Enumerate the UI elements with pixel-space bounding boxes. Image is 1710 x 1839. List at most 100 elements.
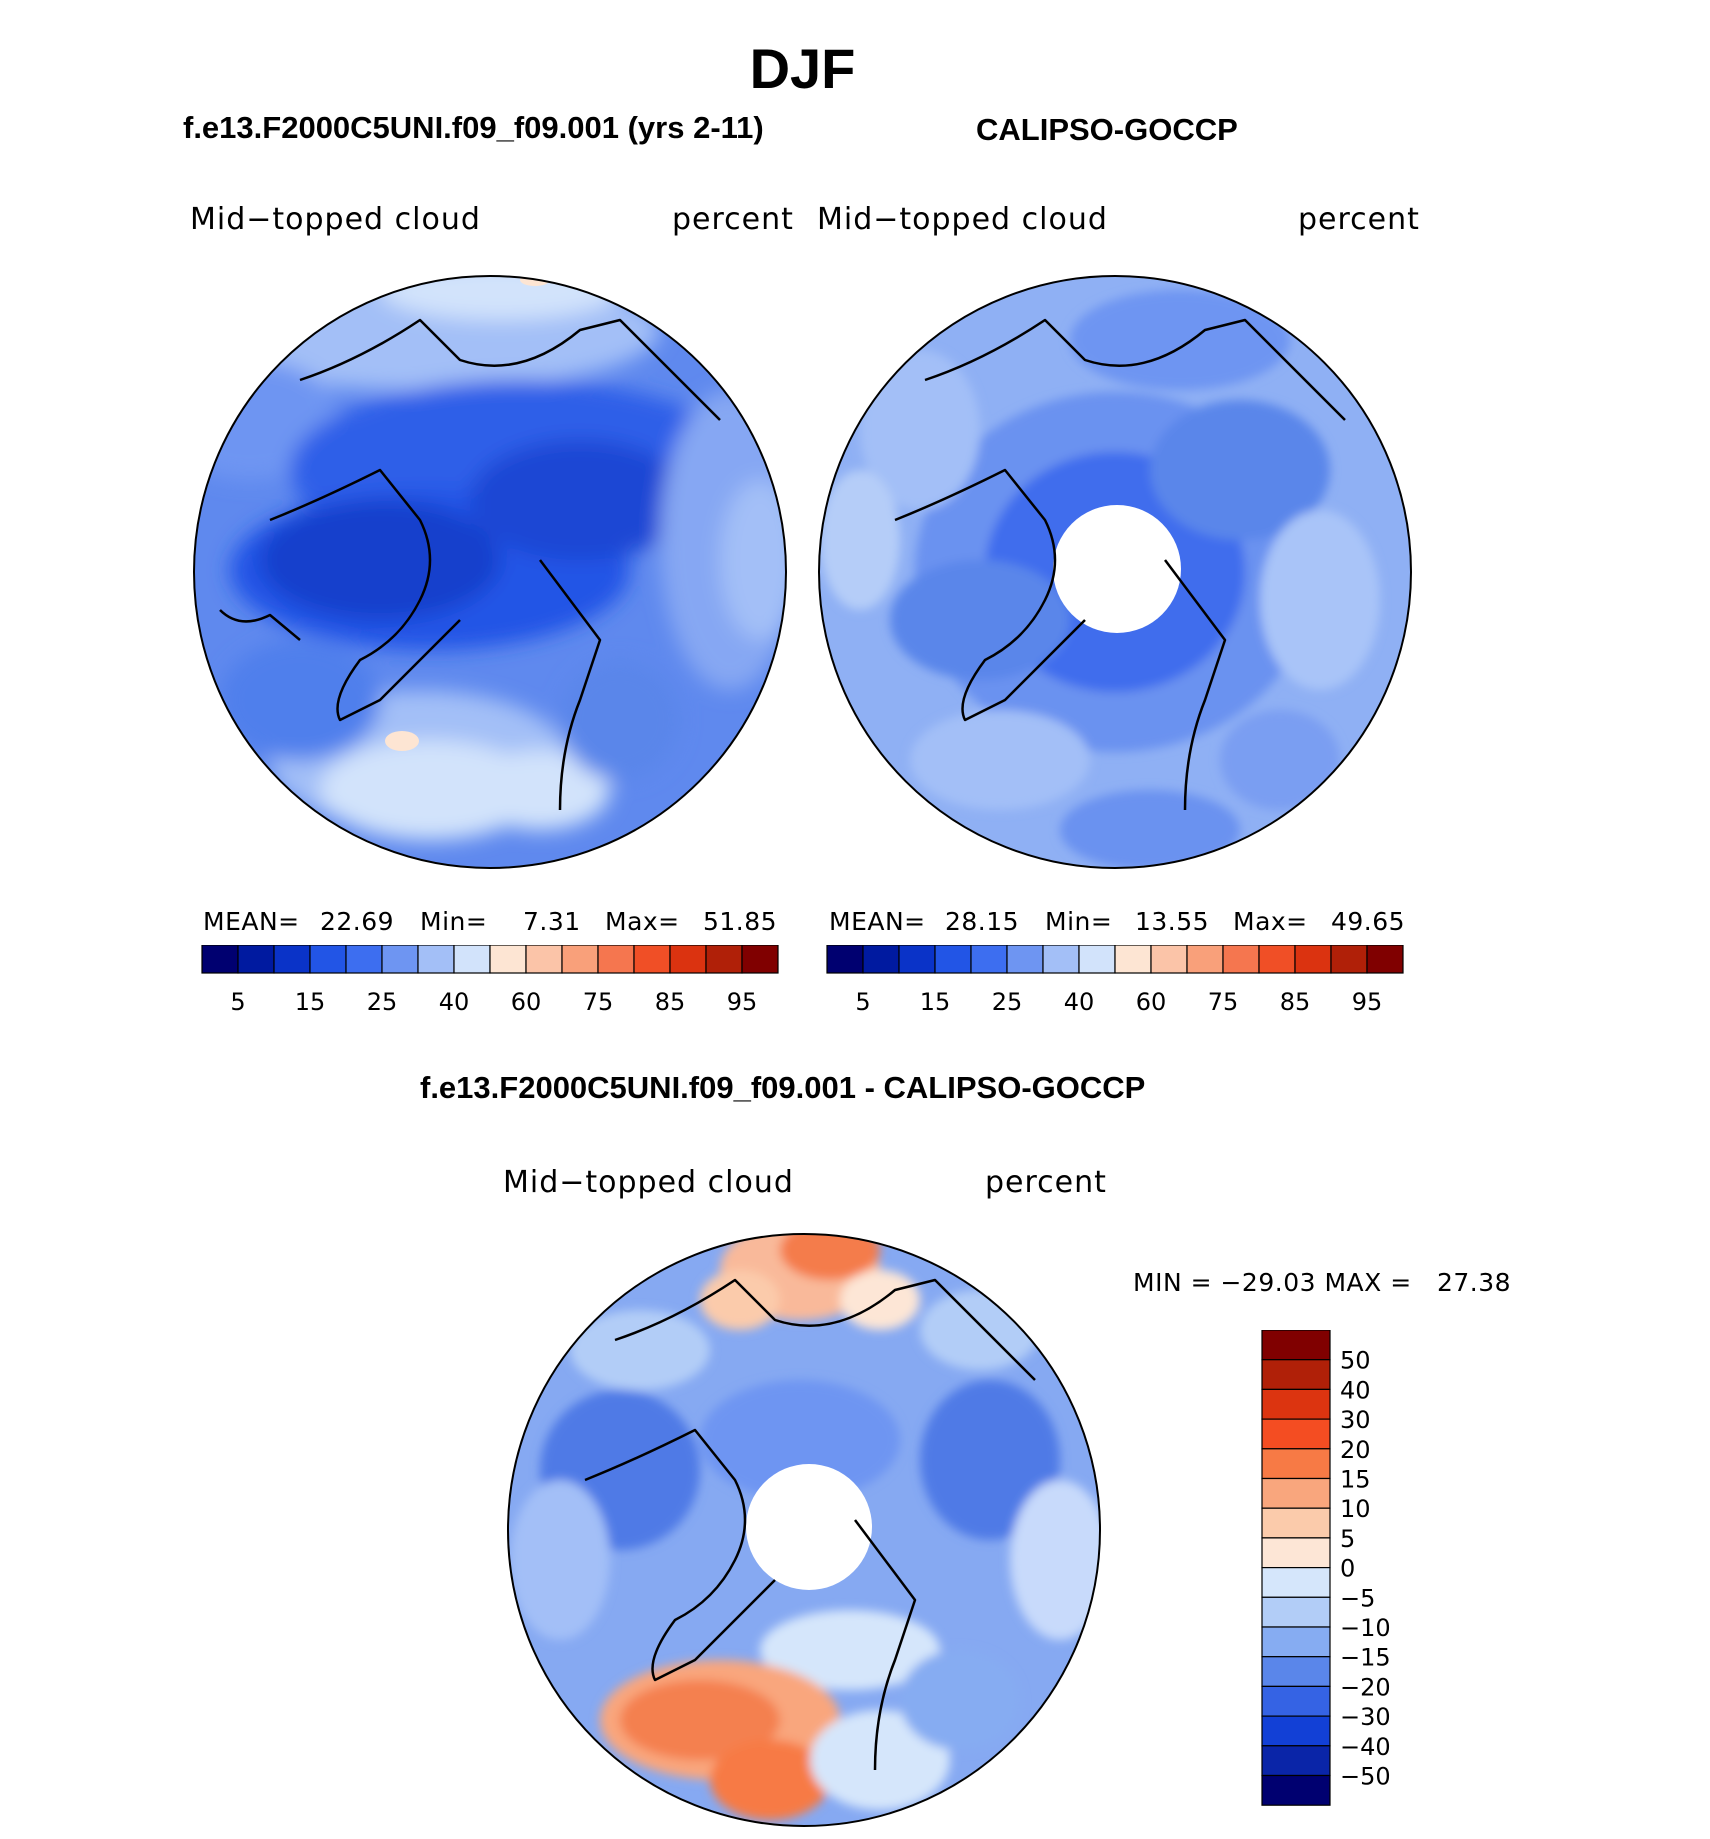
colorbar-swatch — [1261, 1596, 1331, 1628]
colorbar-swatch — [633, 945, 671, 974]
colorbar-swatch — [381, 945, 419, 974]
colorbar-tick-label: 85 — [1280, 988, 1311, 1016]
obs-map — [819, 276, 1411, 868]
colorbar-tick-label: −15 — [1340, 1644, 1391, 1672]
model-mean-value: 22.69 — [320, 907, 395, 936]
model-units-label: percent — [672, 202, 794, 237]
abs-colorbars: 5 15 25 40 60 75 85 95 5 15 25 40 60 75 85 95 — [201, 945, 1404, 1016]
obs-variable-label: Mid−topped cloud — [817, 202, 1108, 237]
obs-colorbar: 5 15 25 40 60 75 85 95 — [826, 945, 1404, 1016]
colorbar-swatch — [1294, 945, 1332, 974]
difference-heading: f.e13.F2000C5UNI.f09_f09.001 - CALIPSO-G… — [420, 1070, 1146, 1105]
colorbar-swatch — [417, 945, 455, 974]
colorbar-swatch — [1261, 1388, 1331, 1420]
colorbar-swatch — [1261, 1448, 1331, 1480]
colorbar-tick-label: 40 — [439, 988, 470, 1016]
colorbar-swatch — [1042, 945, 1080, 974]
model-min-value: 7.31 — [523, 907, 581, 936]
colorbar-tick-label: −20 — [1340, 1673, 1391, 1701]
colorbar-swatch — [237, 945, 275, 974]
colorbar-tick-label: 85 — [655, 988, 686, 1016]
obs-max-label: Max= — [1233, 907, 1308, 936]
colorbar-swatch — [970, 945, 1008, 974]
obs-min-value: 13.55 — [1135, 907, 1210, 936]
colorbar-tick-label: −50 — [1340, 1763, 1391, 1791]
colorbar-swatch — [273, 945, 311, 974]
colorbar-swatch — [1261, 1656, 1331, 1688]
difference-variable-label: Mid−topped cloud — [503, 1165, 794, 1200]
colorbar-tick-label: 40 — [1340, 1376, 1371, 1404]
obs-min-label: Min= — [1045, 907, 1113, 936]
colorbar-swatch — [826, 945, 864, 974]
colorbar-swatch — [561, 945, 599, 974]
colorbar-tick-label: 75 — [1208, 988, 1239, 1016]
colorbar-swatch — [669, 945, 707, 974]
model-map — [194, 276, 786, 868]
colorbar-tick-label: 40 — [1064, 988, 1095, 1016]
colorbar-swatch — [1186, 945, 1224, 974]
colorbar-swatch — [1078, 945, 1116, 974]
colorbar-swatch — [1261, 1745, 1331, 1777]
colorbar-tick-label: −10 — [1340, 1614, 1391, 1642]
colorbar-swatch — [1261, 1774, 1331, 1806]
colorbar-swatch — [1261, 1330, 1331, 1361]
model-colorbar: 5 15 25 40 60 75 85 95 — [201, 945, 779, 1016]
colorbar-tick-label: 5 — [230, 988, 245, 1016]
colorbar-swatch — [597, 945, 635, 974]
model-max-value: 51.85 — [703, 907, 778, 936]
colorbar-swatch — [1330, 945, 1368, 974]
colorbar-swatch — [1261, 1507, 1331, 1539]
colorbar-tick-label: −5 — [1340, 1584, 1375, 1612]
colorbar-tick-label: 60 — [1136, 988, 1167, 1016]
colorbar-tick-label: 75 — [583, 988, 614, 1016]
colorbar-swatch — [309, 945, 347, 974]
colorbar-tick-label: 50 — [1340, 1347, 1371, 1375]
model-mean-label: MEAN= — [203, 907, 300, 936]
model-panel-heading: f.e13.F2000C5UNI.f09_f09.001 (yrs 2-11) — [183, 110, 764, 145]
colorbar-swatch — [934, 945, 972, 974]
difference-minmax: MIN = −29.03 MAX = 27.38 — [1133, 1268, 1512, 1297]
colorbar-swatch — [1366, 945, 1404, 974]
colorbar-swatch — [705, 945, 743, 974]
colorbar-swatch — [1261, 1477, 1331, 1509]
colorbar-tick-label: −30 — [1340, 1703, 1391, 1731]
colorbar-swatch — [1150, 945, 1188, 974]
colorbar-tick-label: 25 — [367, 988, 398, 1016]
colorbar-tick-label: 15 — [295, 988, 326, 1016]
colorbar-tick-label: 15 — [920, 988, 951, 1016]
colorbar-tick-label: 5 — [855, 988, 870, 1016]
colorbar-swatch — [1261, 1418, 1331, 1450]
model-max-label: Max= — [605, 907, 680, 936]
colorbar-swatch — [898, 945, 936, 974]
colorbar-swatch — [489, 945, 527, 974]
obs-panel-heading: CALIPSO-GOCCP — [976, 112, 1238, 147]
colorbar-tick-label: 20 — [1340, 1436, 1371, 1464]
colorbar-swatch — [1261, 1537, 1331, 1569]
colorbar-tick-label: 25 — [992, 988, 1023, 1016]
colorbar-tick-label: 95 — [727, 988, 758, 1016]
colorbar-tick-label: −40 — [1340, 1733, 1391, 1761]
colorbar-swatch — [453, 945, 491, 974]
model-min-label: Min= — [420, 907, 488, 936]
obs-mean-value: 28.15 — [945, 907, 1020, 936]
colorbar-swatch — [1261, 1567, 1331, 1598]
colorbar-tick-label: 0 — [1340, 1555, 1355, 1583]
colorbar-tick-label: 30 — [1340, 1406, 1371, 1434]
colorbar-swatch — [1258, 945, 1296, 974]
colorbar-swatch — [741, 945, 779, 974]
colorbar-swatch — [525, 945, 563, 974]
obs-max-value: 49.65 — [1331, 907, 1406, 936]
colorbar-tick-label: 5 — [1340, 1525, 1355, 1553]
difference-units-label: percent — [985, 1165, 1107, 1200]
difference-map — [508, 1234, 1100, 1826]
model-variable-label: Mid−topped cloud — [190, 202, 481, 237]
colorbar-swatch — [201, 945, 239, 974]
colorbar-swatch — [1222, 945, 1260, 974]
colorbar-swatch — [1261, 1359, 1331, 1391]
colorbar-swatch — [345, 945, 383, 974]
colorbar-swatch — [1114, 945, 1152, 974]
colorbar-swatch — [862, 945, 900, 974]
obs-units-label: percent — [1298, 202, 1420, 237]
